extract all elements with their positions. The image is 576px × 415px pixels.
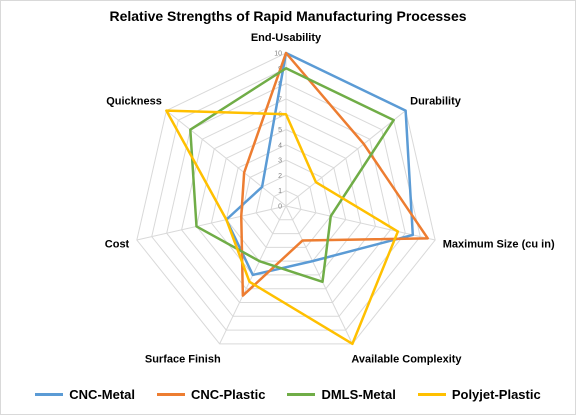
grid-ring (136, 52, 436, 345)
axis-label: Quickness (106, 96, 162, 108)
grid-ring (151, 67, 421, 331)
tick-label: 3 (278, 158, 282, 165)
grid-spoke (166, 110, 287, 207)
legend: CNC-Metal CNC-Plastic DMLS-Metal Polyjet-Pl… (1, 387, 575, 402)
axis-label: Maximum Size (cu in) (443, 239, 555, 251)
series-line-dmls-metal (189, 67, 395, 284)
tick-label: 4 (278, 142, 282, 149)
series-line-polyjet-plastic (165, 109, 400, 346)
legend-item: DMLS-Metal (287, 387, 396, 402)
legend-label: Polyjet-Plastic (451, 387, 541, 402)
tick-label: 7 (278, 96, 282, 103)
axis-label: End-Usability (251, 32, 322, 44)
tick-label: 0 (278, 204, 282, 211)
grid-spoke (285, 205, 353, 345)
legend-item: Polyjet-Plastic (417, 387, 541, 402)
axis-label: Available Complexity (351, 353, 462, 365)
legend-swatch (157, 393, 186, 396)
axis-label: Cost (105, 239, 130, 251)
axis-label: Surface Finish (145, 353, 221, 365)
series-line-cnc-plastic (240, 51, 429, 297)
legend-swatch (35, 393, 64, 396)
grid-ring (195, 113, 377, 290)
legend-label: CNC-Plastic (191, 387, 266, 402)
chart-title: Relative Strengths of Rapid Manufacturin… (109, 8, 467, 24)
tick-label: 2 (278, 173, 282, 180)
grid-ring (270, 190, 302, 221)
legend-item: CNC-Metal (35, 387, 135, 402)
legend-label: CNC-Metal (69, 387, 136, 402)
grid-ring (255, 174, 317, 235)
tick-label: 1 (278, 188, 282, 195)
legend-swatch (417, 393, 446, 396)
grid-ring (225, 144, 347, 262)
series-line-cnc-metal (225, 51, 415, 277)
grid-ring (210, 128, 362, 276)
legend-swatch (287, 393, 316, 396)
grid-spoke (285, 110, 406, 207)
tick-label: 10 (274, 51, 282, 58)
legend-label: DMLS-Metal (321, 387, 396, 402)
grid-ring (240, 159, 332, 248)
legend-item: CNC-Plastic (157, 387, 265, 402)
tick-label: 5 (278, 127, 282, 134)
axis-label: Durability (410, 96, 462, 108)
grid-spoke (136, 205, 287, 241)
